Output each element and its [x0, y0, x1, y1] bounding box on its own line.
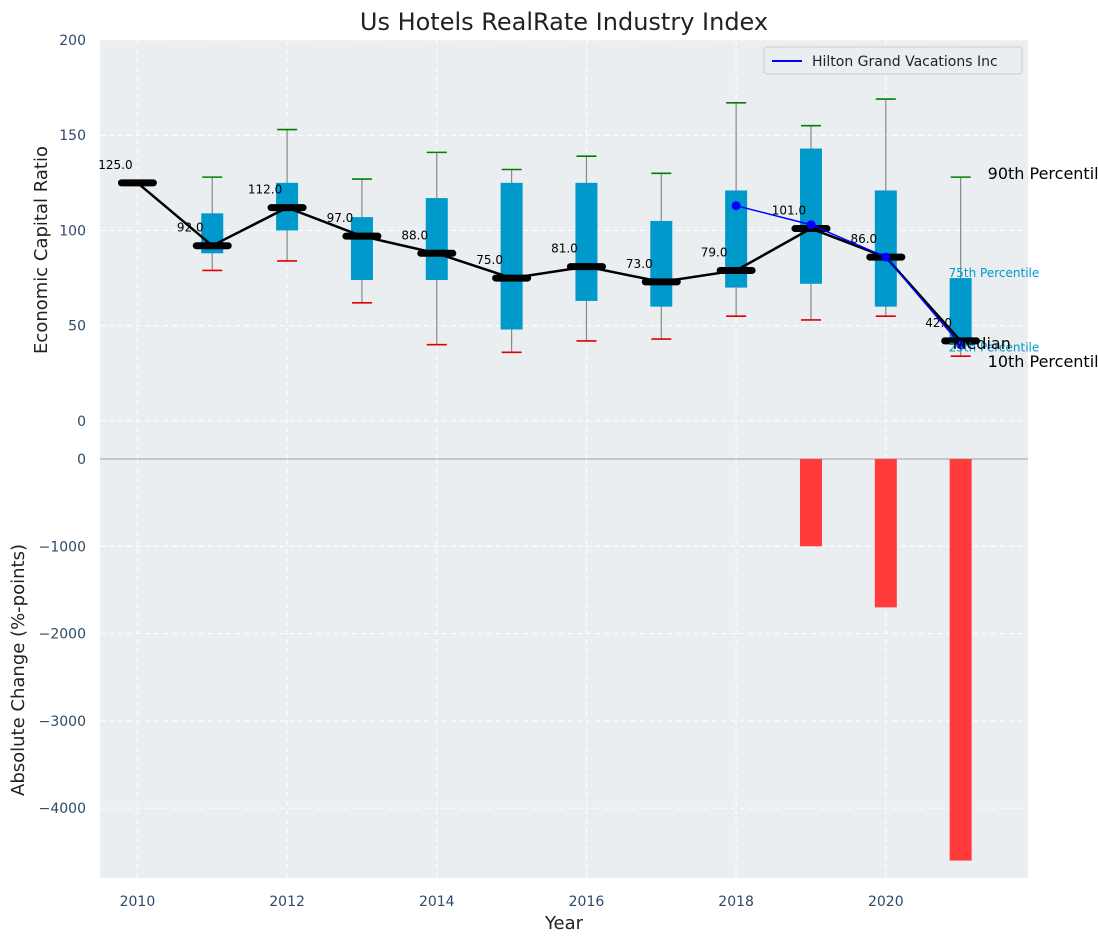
box	[425, 198, 448, 280]
change-bar	[949, 459, 972, 861]
top-panel: 0 50 100 150 200 125.0 92.0 112.0 97.0 88.0 75.0 8…	[31, 33, 1098, 459]
box	[799, 148, 822, 284]
x-tick-label: 2018	[718, 894, 754, 910]
x-tick-label: 2020	[868, 894, 904, 910]
median-line	[136, 181, 962, 342]
bottom-y-tick-label: 0	[77, 452, 86, 468]
bottom-panel: 0−1000−2000−3000−4000 2010 2012 2014 2016 20…	[8, 452, 1028, 934]
x-tick-label: 2016	[569, 894, 605, 910]
median-value-label: 86.0	[850, 232, 877, 246]
bottom-bars	[799, 459, 972, 861]
median-value-label: 92.0	[177, 221, 204, 235]
legend-box	[763, 46, 1023, 75]
top-annotations: 90th Percentile 75th Percentile 25th Perce…	[949, 164, 1098, 371]
top-lines: 125.0 92.0 112.0 97.0 88.0 75.0 81.0 73.0 79.0 10…	[98, 158, 981, 350]
median-value-label: 81.0	[551, 242, 578, 256]
legend-label: Hilton Grand Vacations Inc	[812, 54, 998, 70]
change-bar	[799, 459, 822, 547]
box	[949, 278, 972, 345]
top-y-tick-label: 150	[59, 128, 86, 144]
median-value-label: 75.0	[476, 253, 503, 267]
bottom-grid	[100, 458, 1028, 878]
bottom-y-tick-label: −2000	[39, 627, 86, 643]
legend: Hilton Grand Vacations Inc	[763, 46, 1023, 75]
median-value-label: 79.0	[701, 245, 728, 259]
company-point	[731, 201, 741, 211]
top-y-tick-label: 100	[59, 223, 86, 239]
top-y-tick-label: 200	[59, 33, 86, 49]
top-plot-background	[100, 40, 1028, 459]
bottom-y-axis-label: Absolute Change (%-points)	[8, 544, 29, 796]
box	[650, 220, 673, 307]
company-point	[806, 220, 816, 230]
median-value-label: 73.0	[626, 257, 653, 271]
top-y-tick-label: 0	[77, 414, 86, 430]
top-y-ticks: 0 50 100 150 200	[59, 33, 86, 430]
bottom-y-tick-label: −1000	[39, 539, 86, 555]
bottom-x-ticks: 2010 2012 2014 2016 2018 2020	[120, 894, 904, 910]
p90-annotation: 90th Percentile	[988, 164, 1098, 183]
box	[350, 217, 373, 280]
change-bar	[874, 459, 897, 608]
box	[575, 182, 598, 301]
box	[725, 190, 748, 288]
median-value-label: 112.0	[248, 183, 282, 197]
bottom-y-tick-label: −3000	[39, 714, 86, 730]
x-tick-label: 2012	[269, 894, 305, 910]
company-point	[881, 252, 891, 262]
p75-annotation: 75th Percentile	[949, 266, 1040, 280]
bottom-y-ticks: 0 −1000 −2000 −3000 −4000	[39, 452, 86, 817]
x-tick-label: 2010	[120, 894, 156, 910]
median-annotation: Median	[953, 334, 1011, 353]
company-line	[735, 204, 962, 346]
company-point	[956, 340, 966, 350]
chart-title: Us Hotels RealRate Industry Index	[360, 8, 768, 36]
p25-annotation: 25th Percentile	[949, 341, 1040, 355]
bottom-y-tick-label: −4000	[39, 801, 86, 817]
median-value-label: 88.0	[401, 228, 428, 242]
box	[500, 182, 523, 330]
median-value-label: 97.0	[327, 211, 354, 225]
top-y-tick-label: 50	[68, 319, 86, 335]
p10-annotation: 10th Percentile	[988, 352, 1098, 371]
box	[874, 190, 897, 307]
median-value-label: 101.0	[772, 204, 806, 218]
median-value-label: 125.0	[98, 158, 132, 172]
top-y-axis-label: Economic Capital Ratio	[31, 146, 52, 354]
x-tick-label: 2014	[419, 894, 455, 910]
x-axis-label: Year	[544, 913, 584, 934]
